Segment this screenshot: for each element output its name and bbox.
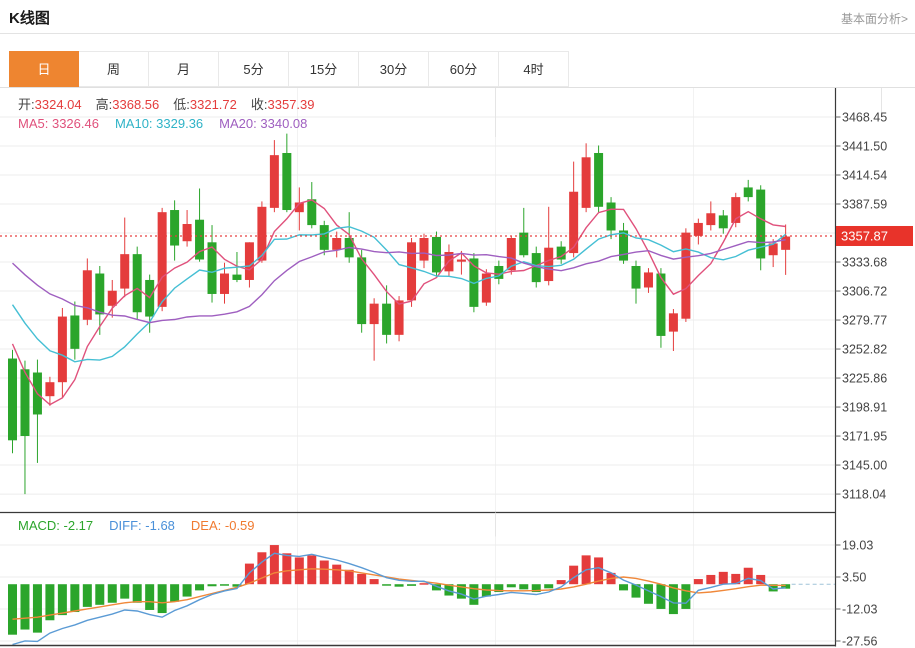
macd-value: MACD: -2.17 [18,518,94,533]
low-value: 3321.72 [189,97,237,112]
fundamental-analysis-link[interactable]: 基本面分析> [840,12,908,26]
ohlc-readout: 开:3324.04 高:3368.56 低:3321.72 收:3357.39 [18,94,329,113]
tab-15min[interactable]: 15分 [289,51,359,87]
svg-text:-12.03: -12.03 [842,603,877,617]
svg-text:3225.86: 3225.86 [842,372,887,386]
tab-day[interactable]: 日 [9,51,79,87]
svg-text:3333.68: 3333.68 [842,256,887,270]
price-tag-holder[interactable]: 3468.45 3441.50 3414.54 3387.59 3333.68 3306.… [0,88,915,648]
tab-4hour[interactable]: 4时 [499,51,569,87]
svg-text:3414.54: 3414.54 [842,169,887,183]
open-label: 开: [18,97,35,112]
tab-60min[interactable]: 60分 [429,51,499,87]
svg-text:3306.72: 3306.72 [842,285,887,299]
svg-text:3441.50: 3441.50 [842,140,887,154]
low-label: 低: [173,97,190,112]
interval-tab-bar: 日 周 月 5分 15分 30分 60分 4时 [0,34,915,88]
close-value: 3357.39 [267,97,315,112]
close-label: 收: [250,97,268,112]
ma20-readout: MA20: 3340.08 [219,116,308,131]
chart-area: 3468.45 3441.50 3414.54 3387.59 3333.68 3306.… [0,88,915,648]
svg-text:-27.56: -27.56 [842,635,877,648]
svg-text:3118.04: 3118.04 [842,488,886,502]
ma-readout: MA5: 3326.46 MA10: 3329.36 MA20: 3340.08 [18,116,307,131]
svg-text:19.03: 19.03 [842,539,873,553]
svg-text:3198.91: 3198.91 [842,401,887,415]
macd-readout: MACD: -2.17 DIFF: -1.68 DEA: -0.59 [18,518,255,533]
high-value: 3368.56 [112,97,160,112]
ma5-readout: MA5: 3326.46 [18,116,99,131]
svg-text:3468.45: 3468.45 [842,111,887,125]
tab-5min[interactable]: 5分 [219,51,289,87]
svg-text:3.50: 3.50 [842,571,866,585]
page-title: K线图 [9,10,50,27]
svg-text:3145.00: 3145.00 [842,459,887,473]
diff-value: DIFF: -1.68 [109,518,175,533]
svg-text:3252.82: 3252.82 [842,343,887,357]
high-label: 高: [95,97,113,112]
ma10-readout: MA10: 3329.36 [114,116,204,131]
widget-header: K线图 基本面分析> [0,0,915,34]
svg-text:3279.77: 3279.77 [842,314,887,328]
tab-30min[interactable]: 30分 [359,51,429,87]
dea-value: DEA: -0.59 [190,518,255,533]
tab-month[interactable]: 月 [149,51,219,87]
open-value: 3324.04 [34,97,82,112]
svg-text:3357.87: 3357.87 [841,228,888,243]
tab-week[interactable]: 周 [79,51,149,87]
svg-text:3171.95: 3171.95 [842,430,887,444]
svg-text:3387.59: 3387.59 [842,198,887,212]
